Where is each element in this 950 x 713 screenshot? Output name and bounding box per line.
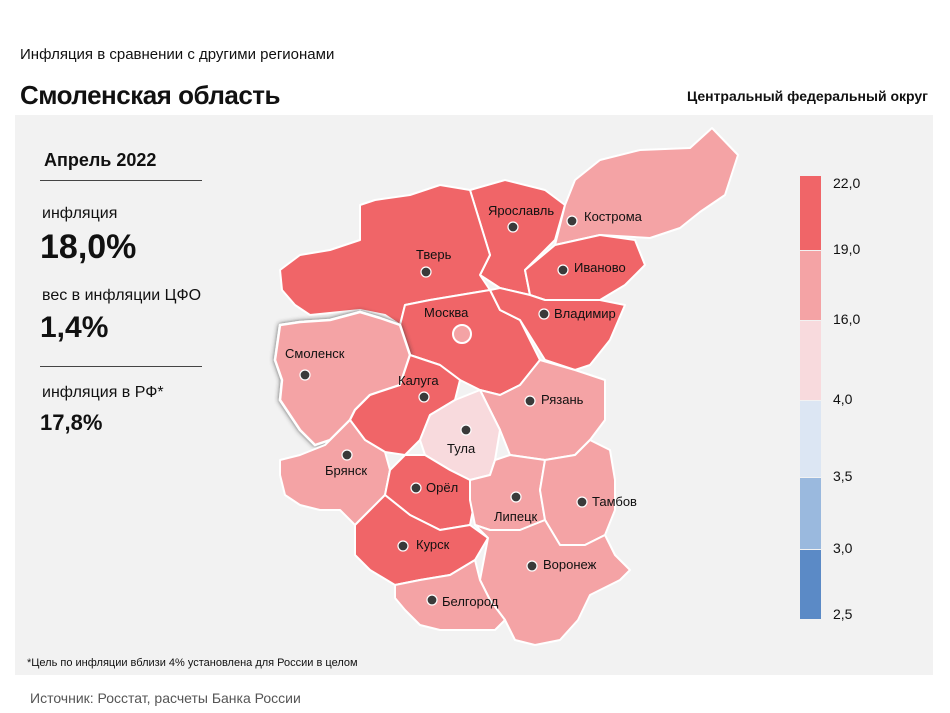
city-label-smolensk: Смоленск [285, 346, 345, 361]
weight-value: 1,4% [40, 311, 109, 344]
legend-tick-label: 2,5 [833, 606, 853, 622]
page-title: Смоленская область [20, 80, 281, 110]
legend-swatch [800, 321, 821, 400]
period-label: Апрель 2022 [44, 150, 157, 170]
region-tver[interactable] [279, 184, 491, 326]
region-tambov[interactable] [539, 439, 616, 546]
legend-swatch [800, 251, 821, 320]
region-kaluga[interactable] [349, 354, 461, 456]
legend-tick-label: 16,0 [833, 311, 860, 327]
city-label-orel: Орёл [426, 480, 458, 495]
chart-subtitle: Инфляция в сравнении с другими регионами [20, 46, 335, 63]
city-marker-ivanovo [557, 264, 569, 276]
city-marker-yaroslavl [507, 221, 519, 233]
city-marker-kostroma [566, 215, 578, 227]
legend-tick-label: 19,0 [833, 241, 860, 257]
city-marker-orel [410, 482, 422, 494]
city-label-lipetsk: Липецк [494, 509, 538, 524]
city-marker-voronezh [526, 560, 538, 572]
city-marker-bryansk [341, 449, 353, 461]
city-marker-kursk [397, 540, 409, 552]
region-belgorod[interactable] [394, 559, 506, 631]
city-label-belgorod: Белгород [442, 594, 499, 609]
footnote: *Цель по инфляции вблизи 4% установлена … [27, 657, 358, 669]
city-label-tula: Тула [447, 441, 476, 456]
legend-swatch [800, 176, 821, 250]
legend-tick-label: 3,0 [833, 540, 853, 556]
city-marker-tver [420, 266, 432, 278]
rf-inflation-value: 17,8% [40, 410, 103, 435]
city-label-ivanovo: Иваново [574, 260, 626, 275]
divider-bottom [40, 366, 202, 367]
city-label-bryansk: Брянск [325, 463, 367, 478]
divider-top [40, 180, 202, 181]
city-label-yaroslavl: Ярославль [488, 203, 554, 218]
city-marker-tula [460, 424, 472, 436]
city-marker-belgorod [426, 594, 438, 606]
weight-label: вес в инфляции ЦФО [42, 287, 202, 304]
legend-tick-label: 4,0 [833, 391, 853, 407]
legend-swatch [800, 401, 821, 477]
legend-swatch [800, 478, 821, 549]
city-label-ryazan: Рязань [541, 392, 584, 407]
city-label-tver: Тверь [416, 247, 452, 262]
city-marker-lipetsk [510, 491, 522, 503]
legend-tick-label: 3,5 [833, 468, 853, 484]
inflation-label: инфляция [42, 205, 118, 222]
region-vladimir[interactable] [489, 287, 626, 371]
legend-swatch [800, 550, 821, 619]
city-label-tambov: Тамбов [592, 494, 637, 509]
city-label-kaluga: Калуга [398, 373, 439, 388]
city-label-kostroma: Кострома [584, 209, 643, 224]
city-label-kursk: Курск [416, 537, 450, 552]
inflation-value: 18,0% [40, 228, 137, 266]
rf-inflation-label: инфляция в РФ* [42, 384, 164, 401]
city-marker-kaluga [418, 391, 430, 403]
city-marker-vladimir [538, 308, 550, 320]
city-label-voronezh: Воронеж [543, 557, 597, 572]
legend-tick-label: 22,0 [833, 175, 860, 191]
city-marker-moscow [452, 324, 472, 344]
source-note: Источник: Росстат, расчеты Банка России [30, 690, 301, 706]
city-marker-ryazan [524, 395, 536, 407]
city-marker-tambov [576, 496, 588, 508]
district-label: Центральный федеральный округ [686, 88, 928, 104]
city-label-vladimir: Владимир [554, 306, 616, 321]
city-marker-smolensk [299, 369, 311, 381]
city-label-moscow: Москва [424, 305, 469, 320]
